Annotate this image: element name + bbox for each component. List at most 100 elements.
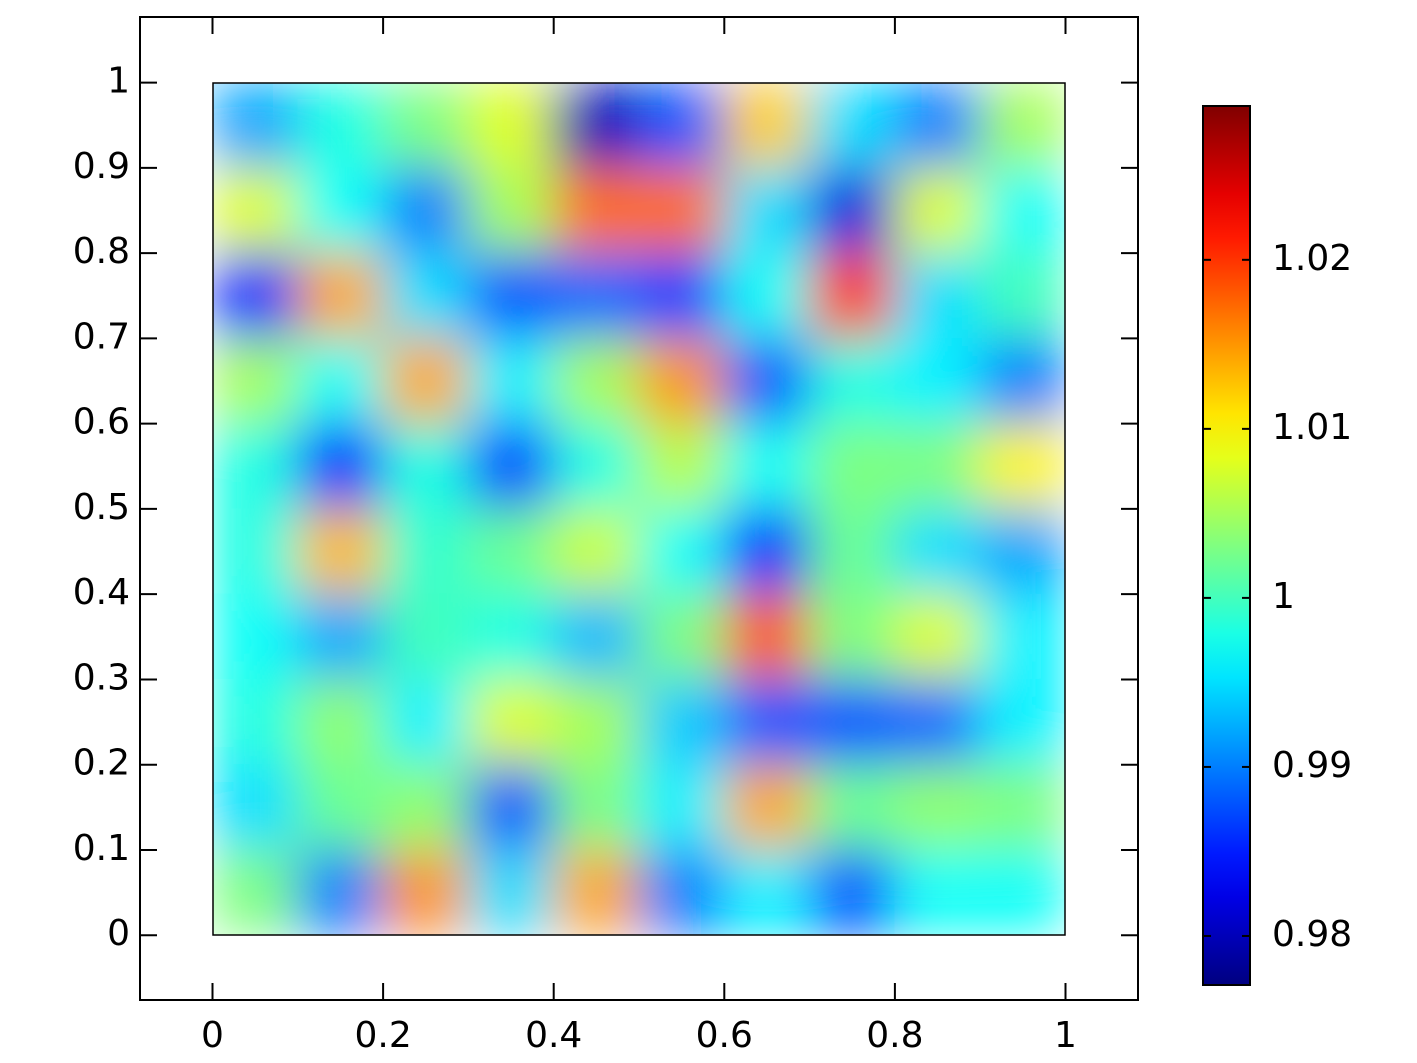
heatmap-cell [467, 252, 555, 339]
heatmap-cell [213, 337, 299, 425]
heatmap-cell [979, 167, 1065, 254]
heatmap-cell [213, 849, 299, 935]
heatmap-cell [638, 508, 725, 595]
heatmap-cell [638, 83, 725, 169]
heatmap-cell [213, 593, 299, 680]
heatmap-cell [467, 678, 555, 766]
heatmap-cell [382, 337, 469, 425]
x-tick-label: 0 [201, 1015, 224, 1056]
heatmap-cell [467, 423, 555, 510]
y-tick-label: 0.1 [73, 828, 130, 869]
heatmap-cell [638, 252, 725, 339]
heatmap-cell [723, 678, 811, 766]
heatmap-cell [979, 678, 1065, 766]
colorbar-tick-label: 1 [1272, 576, 1295, 617]
y-tick-label: 0 [107, 913, 130, 954]
heatmap-cell [638, 337, 725, 425]
heatmap-cell [553, 849, 640, 935]
y-tick-label: 0.5 [73, 487, 130, 528]
heatmap-cell [467, 508, 555, 595]
heatmap-cell [638, 849, 725, 935]
y-tick-label: 0.7 [73, 316, 130, 357]
heatmap-cell [979, 423, 1065, 510]
heatmap-cell [723, 849, 811, 935]
heatmap-cell [638, 423, 725, 510]
heatmap-cell [213, 423, 299, 510]
y-tick-label: 0.3 [73, 657, 130, 698]
heatmap-cell [979, 337, 1065, 425]
heatmap-cell [638, 593, 725, 680]
heatmap-cell [213, 83, 299, 169]
heatmap-cell [723, 167, 811, 254]
heatmap-cell [382, 252, 469, 339]
heatmap-cell [809, 508, 896, 595]
heatmap-cell [894, 167, 981, 254]
heatmap-cell [809, 252, 896, 339]
heatmap-cell [213, 252, 299, 339]
y-tick-label: 0.2 [73, 743, 130, 784]
heatmap-cell [467, 764, 555, 851]
heatmap-cells [213, 83, 1065, 935]
heatmap-cell [979, 508, 1065, 595]
heatmap-cell [553, 508, 640, 595]
heatmap-cell [467, 83, 555, 169]
heatmap-cell [297, 508, 384, 595]
heatmap-cell [553, 252, 640, 339]
heatmap-cell [809, 423, 896, 510]
heatmap-cell [894, 508, 981, 595]
plot-area [213, 83, 1065, 935]
heatmap-cell [809, 849, 896, 935]
heatmap-cell [213, 167, 299, 254]
heatmap-cell [467, 593, 555, 680]
heatmap-cell [297, 849, 384, 935]
heatmap-cell [382, 508, 469, 595]
heatmap-cell [382, 83, 469, 169]
heatmap-cell [979, 593, 1065, 680]
heatmap-cell [723, 593, 811, 680]
heatmap-cell [638, 764, 725, 851]
heatmap-cell [723, 508, 811, 595]
heatmap-cell [894, 337, 981, 425]
heatmap-cell [553, 764, 640, 851]
x-tick-label: 0.8 [866, 1015, 923, 1056]
heatmap-cell [213, 678, 299, 766]
heatmap-cell [382, 764, 469, 851]
plot-frame [212, 82, 1066, 936]
heatmap-cell [553, 593, 640, 680]
heatmap-cell [894, 593, 981, 680]
heatmap-cell [297, 167, 384, 254]
heatmap-cell [723, 83, 811, 169]
y-tick-label: 0.8 [73, 231, 130, 272]
x-tick-label: 1 [1054, 1015, 1077, 1056]
colorbar-tick-label: 0.99 [1272, 745, 1352, 786]
x-tick-label: 0.2 [354, 1015, 411, 1056]
heatmap-cell [382, 849, 469, 935]
heatmap-cell [979, 764, 1065, 851]
heatmap-cell [894, 423, 981, 510]
heatmap-cell [809, 337, 896, 425]
heatmap-cell [894, 849, 981, 935]
heatmap-cell [553, 167, 640, 254]
heatmap-cell [553, 337, 640, 425]
heatmap-cell [894, 678, 981, 766]
y-tick-label: 1 [107, 61, 130, 102]
heatmap-cell [979, 849, 1065, 935]
heatmap-cell [723, 423, 811, 510]
heatmap-cell [553, 83, 640, 169]
colorbar-tick-label: 0.98 [1272, 914, 1352, 955]
heatmap-cell [809, 167, 896, 254]
y-tick-label: 0.6 [73, 402, 130, 443]
heatmap-cell [809, 764, 896, 851]
x-tick-label: 0.6 [696, 1015, 753, 1056]
x-tick-label: 0.4 [525, 1015, 582, 1056]
heatmap-cell [723, 764, 811, 851]
heatmap-cell [213, 764, 299, 851]
heatmap-cell [809, 83, 896, 169]
colorbar-tick-label: 1.01 [1272, 407, 1352, 448]
heatmap-cell [297, 764, 384, 851]
heatmap-cell [979, 252, 1065, 339]
heatmap-cell [809, 593, 896, 680]
heatmap-cell [979, 83, 1065, 169]
heatmap-cell [297, 252, 384, 339]
